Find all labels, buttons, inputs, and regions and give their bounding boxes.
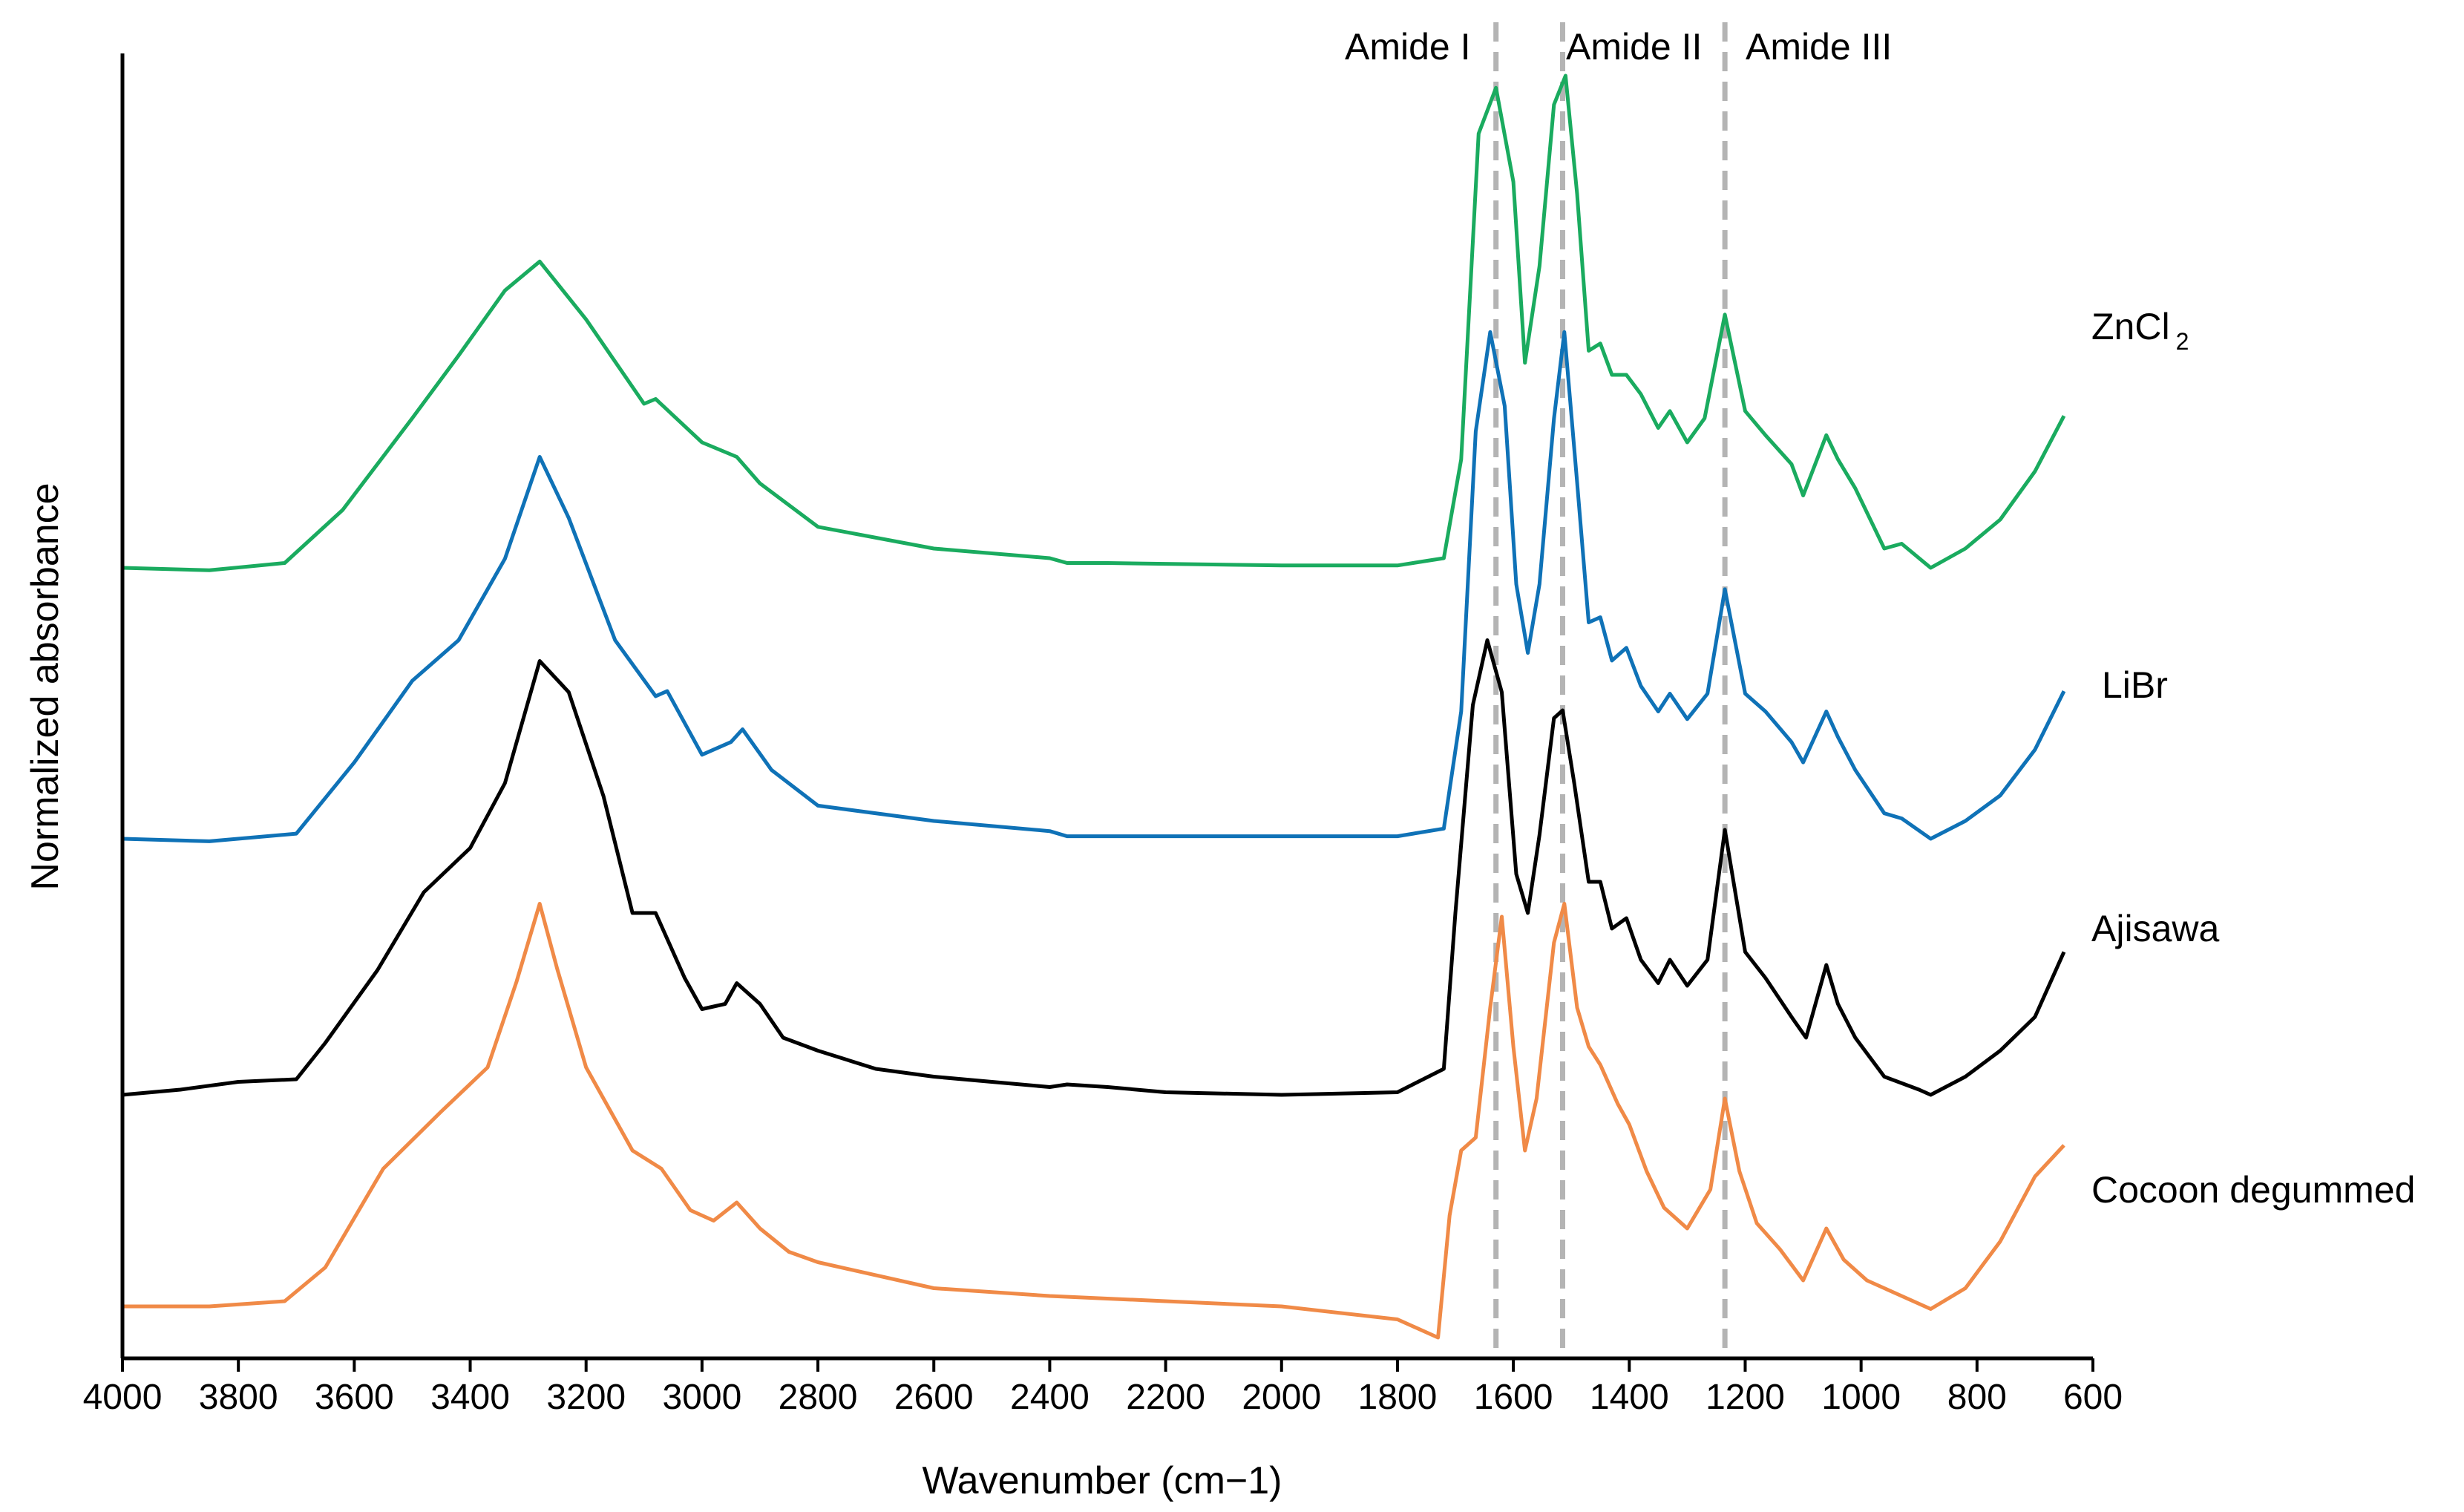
series-label-subscript: 2 <box>2176 328 2189 355</box>
x-tick-label: 3400 <box>430 1378 510 1417</box>
series-label-text: ZnCl <box>2091 306 2170 347</box>
series-label-text: LiBr <box>2102 664 2168 706</box>
x-tick-label: 4000 <box>83 1378 163 1417</box>
y-axis-title: Normalized absorbance <box>24 482 67 890</box>
series-label-text: Ajisawa <box>2091 908 2219 949</box>
x-tick-label: 1200 <box>1706 1378 1785 1417</box>
x-tick-label: 3600 <box>315 1378 394 1417</box>
series-label-ajisawa: Ajisawa <box>2091 908 2219 949</box>
x-tick-label: 1400 <box>1590 1378 1669 1417</box>
series-labels: ZnCl 2 LiBr Ajisawa Cocoon degummed <box>2091 306 2415 1211</box>
spectra-layer <box>122 73 2066 1340</box>
x-axis-ticks: 4000 3800 3600 3400 3200 3000 2800 2600 2400 2200… <box>83 1358 2123 1417</box>
x-tick-label: 1600 <box>1474 1378 1553 1417</box>
x-axis-title: Wavenumber (cm−1) <box>923 1459 1282 1502</box>
x-tick-label: 600 <box>2063 1378 2123 1417</box>
x-tick-label: 2200 <box>1126 1378 1205 1417</box>
x-tick-label: 2000 <box>1242 1378 1321 1417</box>
series-line-ajisawa <box>122 638 2066 1097</box>
series-line-libr <box>122 330 2066 843</box>
amide-annotations: Amide I Amide II Amide III <box>1345 26 1892 68</box>
x-tick-label: 2600 <box>894 1378 974 1417</box>
x-tick-label: 3800 <box>199 1378 278 1417</box>
series-label-cocoon-degummed: Cocoon degummed <box>2091 1169 2415 1211</box>
series-label-libr: LiBr <box>2102 664 2168 706</box>
x-tick-label: 3000 <box>662 1378 741 1417</box>
annotation-amide-ii: Amide II <box>1566 26 1702 68</box>
annotation-amide-iii: Amide III <box>1746 26 1892 68</box>
x-tick-label: 2800 <box>779 1378 858 1417</box>
x-tick-label: 3200 <box>546 1378 626 1417</box>
x-tick-label: 2400 <box>1010 1378 1090 1417</box>
annotation-amide-i: Amide I <box>1345 26 1471 68</box>
series-label-text: Cocoon degummed <box>2091 1169 2415 1211</box>
amide-marker-lines <box>1493 22 1728 1358</box>
series-label-zncl2: ZnCl 2 <box>2091 306 2189 355</box>
x-tick-label: 1800 <box>1358 1378 1438 1417</box>
series-line-cocoon-degummed <box>122 902 2065 1340</box>
series-line-zncl2 <box>122 73 2066 572</box>
x-tick-label: 800 <box>1947 1378 2007 1417</box>
x-tick-label: 1000 <box>1821 1378 1901 1417</box>
